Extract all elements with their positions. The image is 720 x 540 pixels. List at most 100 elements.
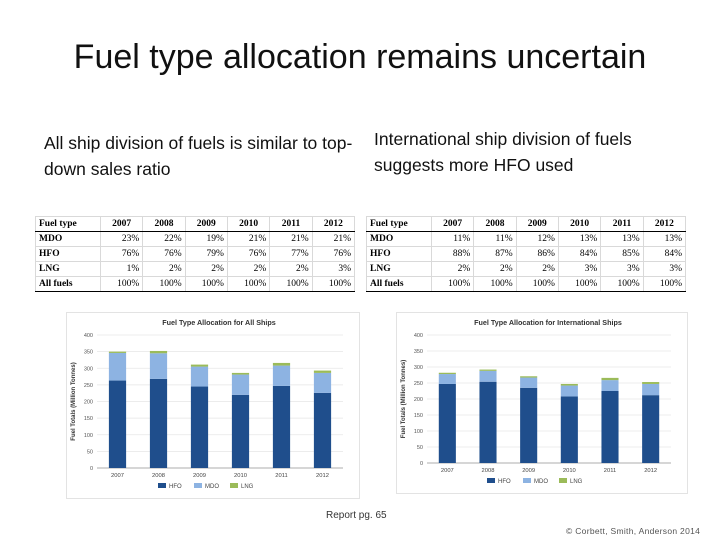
- table-cell: 3%: [311, 261, 356, 277]
- table-cell: 13%: [642, 231, 687, 247]
- y-tick-label: 400: [84, 333, 93, 339]
- table-cell: 100%: [269, 276, 313, 292]
- table-cell: 84%: [557, 246, 602, 262]
- table-header-row: Fuel type 2007 2008 2009 2010 2011 2012: [366, 216, 687, 232]
- row-label: HFO: [35, 246, 101, 262]
- international-ships-chart-svg: Fuel Type Allocation for International S…: [401, 318, 671, 485]
- row-label: MDO: [366, 231, 432, 247]
- bar-mdo-2009: [190, 366, 209, 387]
- table-cell: 76%: [99, 246, 144, 262]
- bar-lng-2008: [149, 350, 168, 354]
- table-cell: 11%: [430, 231, 475, 247]
- table-cell: 3%: [600, 261, 644, 277]
- y-tick-label: 0: [90, 466, 93, 472]
- legend-label: MDO: [205, 484, 219, 490]
- legend-swatch-mdo: [194, 483, 202, 488]
- table-row: HFO 76% 76% 79% 76% 77% 76%: [35, 246, 356, 262]
- table-cell: 100%: [311, 276, 356, 292]
- table-row: All fuels 100% 100% 100% 100% 100% 100%: [35, 276, 356, 292]
- table-cell: 85%: [600, 246, 644, 262]
- x-tick-label: 2010: [234, 473, 247, 479]
- legend-swatch-hfo: [487, 478, 495, 483]
- legend-swatch-lng: [559, 478, 567, 483]
- bar-hfo-2009: [190, 386, 209, 468]
- row-label: LNG: [366, 261, 432, 277]
- bar-lng-2012: [313, 370, 332, 373]
- y-tick-label: 50: [87, 449, 93, 455]
- table-header-cell: Fuel type: [366, 216, 432, 232]
- x-tick-label: 2009: [522, 468, 535, 474]
- table-cell: 2%: [184, 261, 228, 277]
- table-row: MDO 23% 22% 19% 21% 21% 21%: [35, 231, 356, 247]
- bar-hfo-2007: [108, 380, 127, 468]
- copyright: © Corbett, Smith, Anderson 2014: [566, 526, 701, 536]
- table-cell: 2%: [226, 261, 271, 277]
- bar-mdo-2012: [642, 383, 660, 396]
- table-cell: 100%: [473, 276, 517, 292]
- table-cell: 13%: [600, 231, 644, 247]
- bar-mdo-2009: [520, 377, 538, 388]
- legend-label: LNG: [570, 479, 583, 485]
- y-tick-label: 350: [84, 350, 93, 356]
- bar-hfo-2011: [272, 385, 291, 468]
- x-tick-label: 2007: [111, 473, 124, 479]
- legend-swatch-hfo: [158, 483, 166, 488]
- table-header-cell: 2011: [600, 216, 644, 232]
- y-tick-label: 300: [414, 365, 423, 371]
- international-ships-chart: Fuel Type Allocation for International S…: [396, 312, 688, 494]
- row-label: All fuels: [366, 276, 432, 292]
- table-header-row: Fuel type 2007 2008 2009 2010 2011 2012: [35, 216, 356, 232]
- table-row: MDO 11% 11% 12% 13% 13% 13%: [366, 231, 687, 247]
- bar-lng-2010: [231, 372, 250, 375]
- table-row: LNG 2% 2% 2% 3% 3% 3%: [366, 261, 687, 277]
- table-cell: 2%: [269, 261, 313, 277]
- y-tick-label: 400: [414, 333, 423, 339]
- table-header-cell: 2009: [515, 216, 559, 232]
- legend-label: HFO: [169, 484, 182, 490]
- all-ships-chart-svg: Fuel Type Allocation for All Ships Fuel T…: [71, 318, 343, 490]
- left-heading: All ship division of fuels is similar to…: [44, 133, 353, 179]
- bar-hfo-2009: [520, 387, 538, 463]
- x-tick-label: 2009: [193, 473, 206, 479]
- x-tick-label: 2010: [563, 468, 576, 474]
- table-cell: 100%: [184, 276, 228, 292]
- bar-hfo-2012: [313, 392, 332, 468]
- table-cell: 86%: [515, 246, 559, 262]
- table-cell: 21%: [269, 231, 313, 247]
- table-cell: 11%: [473, 231, 517, 247]
- bar-hfo-2012: [642, 395, 660, 463]
- y-tick-label: 50: [417, 445, 423, 451]
- table-cell: 13%: [557, 231, 602, 247]
- table-cell: 1%: [99, 261, 144, 277]
- bar-lng-2007: [438, 372, 456, 375]
- x-tick-label: 2008: [152, 473, 165, 479]
- table-cell: 77%: [269, 246, 313, 262]
- bar-hfo-2010: [231, 394, 250, 468]
- row-label: HFO: [366, 246, 432, 262]
- table-cell: 87%: [473, 246, 517, 262]
- bar-lng-2011: [272, 362, 291, 366]
- table-header-cell: 2008: [142, 216, 186, 232]
- legend-swatch-mdo: [523, 478, 531, 483]
- table-cell: 3%: [557, 261, 602, 277]
- table-cell: 76%: [226, 246, 271, 262]
- x-tick-label: 2012: [316, 473, 329, 479]
- table-cell: 3%: [642, 261, 687, 277]
- table-cell: 23%: [99, 231, 144, 247]
- y-axis-label: Fuel Totals (Million Tonnes): [401, 360, 407, 438]
- y-tick-label: 0: [420, 461, 423, 467]
- x-tick-label: 2011: [604, 468, 616, 474]
- bar-mdo-2008: [149, 353, 168, 379]
- table-row: LNG 1% 2% 2% 2% 2% 3%: [35, 261, 356, 277]
- table-cell: 21%: [311, 231, 356, 247]
- international-ships-fuel-table: Fuel type 2007 2008 2009 2010 2011 2012 MDO 11%…: [366, 216, 687, 292]
- table-cell: 76%: [142, 246, 186, 262]
- table-cell: 100%: [142, 276, 186, 292]
- bar-hfo-2011: [601, 391, 619, 463]
- row-label: LNG: [35, 261, 101, 277]
- table-cell: 84%: [642, 246, 687, 262]
- bar-lng-2010: [560, 383, 578, 386]
- y-tick-label: 250: [84, 383, 93, 389]
- bar-mdo-2012: [313, 372, 332, 393]
- table-header-cell: 2011: [269, 216, 313, 232]
